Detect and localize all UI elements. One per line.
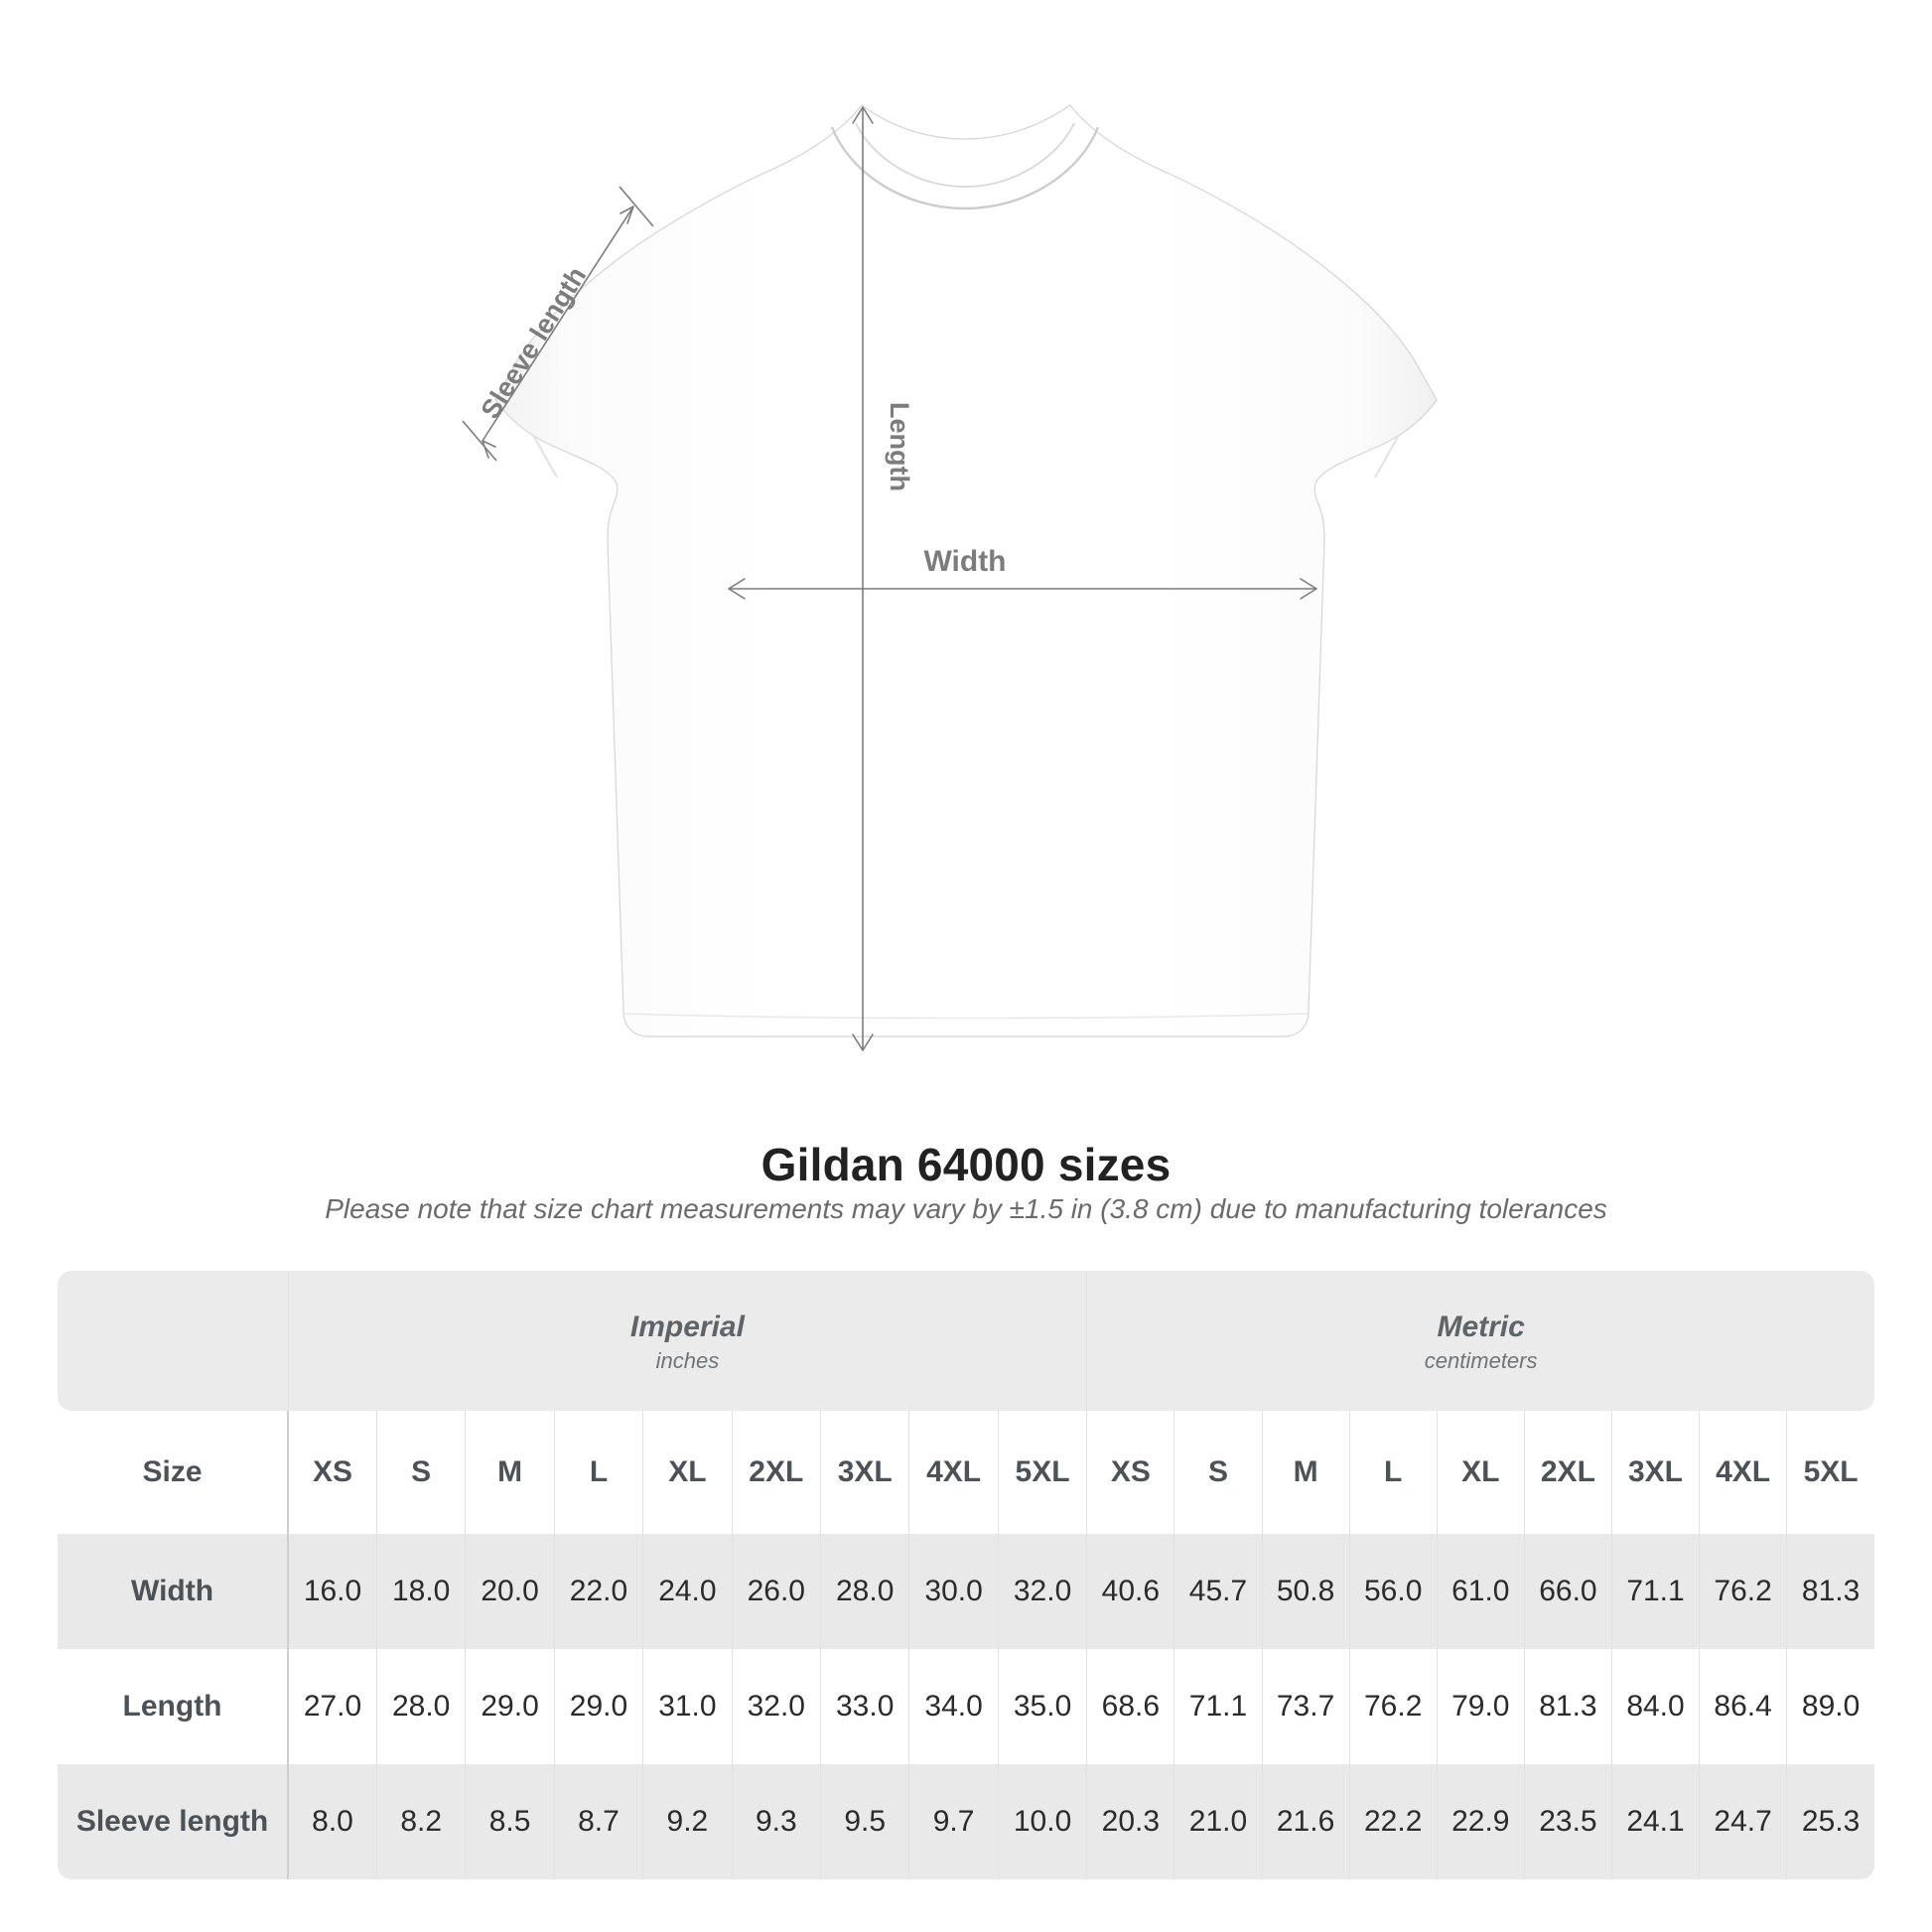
svg-text:Length: Length xyxy=(885,402,914,491)
svg-text:Width: Width xyxy=(923,545,1006,578)
